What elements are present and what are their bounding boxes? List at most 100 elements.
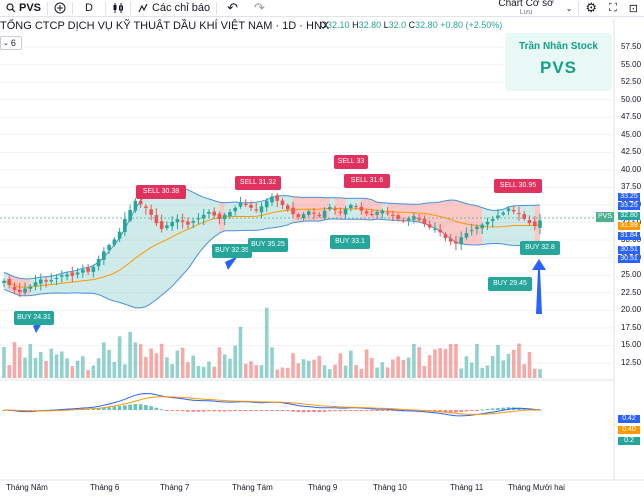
macd-histogram-bar bbox=[238, 410, 243, 411]
price-axis-label: 17.50 bbox=[621, 322, 642, 332]
band-fill bbox=[177, 187, 183, 281]
candle bbox=[54, 278, 59, 280]
symbol-search[interactable]: PVS bbox=[0, 0, 47, 17]
save-label: Lưu bbox=[519, 9, 533, 16]
volume-bar bbox=[175, 350, 180, 378]
volume-bar bbox=[222, 354, 227, 378]
volume-bar bbox=[233, 345, 238, 378]
band-fill bbox=[214, 200, 220, 237]
indicators-button[interactable]: Các chỉ báo bbox=[131, 0, 216, 17]
layout-button[interactable]: Chart Cơ sở Lưu bbox=[492, 0, 559, 17]
macd-histogram-bar bbox=[517, 407, 521, 410]
candle bbox=[133, 200, 138, 211]
candle bbox=[490, 219, 495, 221]
fullscreen-icon: ⛶ bbox=[609, 1, 617, 14]
high-label: H bbox=[352, 20, 359, 30]
candle-type-button[interactable] bbox=[106, 0, 130, 17]
indicator-count-toggle[interactable]: ⌄ 6 bbox=[0, 36, 22, 50]
candle bbox=[280, 200, 285, 205]
volume-bar bbox=[454, 343, 458, 378]
band-fill bbox=[429, 202, 435, 229]
macd-histogram-bar bbox=[385, 410, 390, 411]
undo-button[interactable]: ↶ bbox=[217, 0, 248, 17]
macd-histogram-bar bbox=[364, 410, 369, 411]
volume-bar bbox=[485, 365, 490, 378]
macd-histogram-bar bbox=[338, 410, 343, 412]
macd-histogram-bar bbox=[112, 406, 117, 410]
macd-histogram-bar bbox=[285, 410, 290, 412]
band-fill bbox=[193, 192, 199, 262]
candle bbox=[196, 218, 201, 220]
band-fill bbox=[98, 257, 104, 297]
volume-bar bbox=[385, 367, 390, 378]
volume-bar bbox=[243, 363, 248, 378]
candle bbox=[417, 218, 421, 220]
volume-bar bbox=[133, 342, 138, 378]
redo-button[interactable]: ↷ bbox=[248, 0, 271, 17]
macd-histogram-bar bbox=[469, 410, 474, 411]
interval-button[interactable]: D bbox=[73, 0, 105, 17]
band-fill bbox=[119, 228, 125, 305]
layout-label: Chart Cơ sở bbox=[498, 0, 554, 9]
macd-histogram-bar bbox=[180, 410, 185, 412]
macd-histogram-bar bbox=[228, 410, 232, 412]
price-axis-label: 45.00 bbox=[621, 129, 642, 139]
candle bbox=[296, 214, 301, 217]
volume-bar bbox=[506, 353, 511, 378]
time-axis-label: Tháng 10 bbox=[373, 483, 407, 492]
volume-bar bbox=[228, 358, 232, 378]
macd-histogram-bar bbox=[480, 409, 484, 411]
volume-bar bbox=[65, 358, 69, 378]
volume-bar bbox=[2, 347, 6, 378]
buy-signal-label: BUY 24.31 bbox=[14, 311, 54, 325]
macd-histogram-bar bbox=[191, 410, 195, 412]
chevron-down-icon: ⌄ bbox=[3, 40, 9, 47]
macd-histogram-bar bbox=[154, 407, 159, 410]
candle bbox=[448, 238, 453, 242]
time-axis-label: Tháng 11 bbox=[450, 483, 484, 492]
candle bbox=[112, 239, 117, 245]
candle bbox=[28, 286, 33, 289]
volume-bar bbox=[364, 349, 369, 378]
candle bbox=[427, 224, 432, 228]
price-tag: 33.25 bbox=[618, 193, 640, 201]
macd-histogram-bar bbox=[201, 410, 206, 412]
macd-histogram-bar bbox=[149, 406, 153, 410]
volume-bar bbox=[375, 367, 379, 378]
macd-histogram-bar bbox=[102, 407, 106, 410]
macd-histogram-bar bbox=[370, 410, 374, 411]
macd-histogram-bar bbox=[333, 410, 337, 412]
candle bbox=[333, 209, 337, 211]
volume-bar bbox=[427, 355, 432, 378]
ohlc-readout: O32.10 H32.80 L32.0 C32.80 +0.80 (+2.50%… bbox=[320, 20, 502, 30]
candle bbox=[454, 241, 458, 244]
snapshot-button[interactable]: ⊡ bbox=[623, 0, 644, 17]
time-axis-label: Tháng 7 bbox=[160, 483, 190, 492]
candle bbox=[496, 215, 500, 218]
band-fill bbox=[114, 237, 120, 303]
macd-histogram-bar bbox=[275, 410, 280, 411]
candle bbox=[464, 233, 469, 238]
settings-button[interactable]: ⚙ bbox=[579, 0, 603, 17]
candle bbox=[385, 212, 390, 214]
volume-bar bbox=[38, 351, 43, 378]
volume-bar bbox=[201, 366, 206, 378]
candle bbox=[165, 225, 169, 228]
candle bbox=[249, 204, 253, 208]
volume-bar bbox=[480, 367, 484, 378]
price-axis-label: 42.50 bbox=[621, 147, 642, 157]
layout-dropdown[interactable]: ⌄ bbox=[560, 0, 579, 17]
volume-bar bbox=[359, 368, 364, 378]
time-axis-label: Tháng 6 bbox=[90, 483, 120, 492]
volume-bar bbox=[117, 336, 122, 378]
volume-bar bbox=[264, 307, 269, 378]
macd-histogram-bar bbox=[443, 410, 448, 413]
compare-button[interactable] bbox=[48, 0, 72, 17]
macd-histogram-bar bbox=[522, 408, 527, 410]
band-fill bbox=[440, 200, 446, 235]
candle bbox=[81, 269, 85, 273]
candle bbox=[501, 212, 506, 215]
macd-histogram-bar bbox=[380, 410, 385, 411]
fullscreen-button[interactable]: ⛶ bbox=[603, 0, 623, 17]
